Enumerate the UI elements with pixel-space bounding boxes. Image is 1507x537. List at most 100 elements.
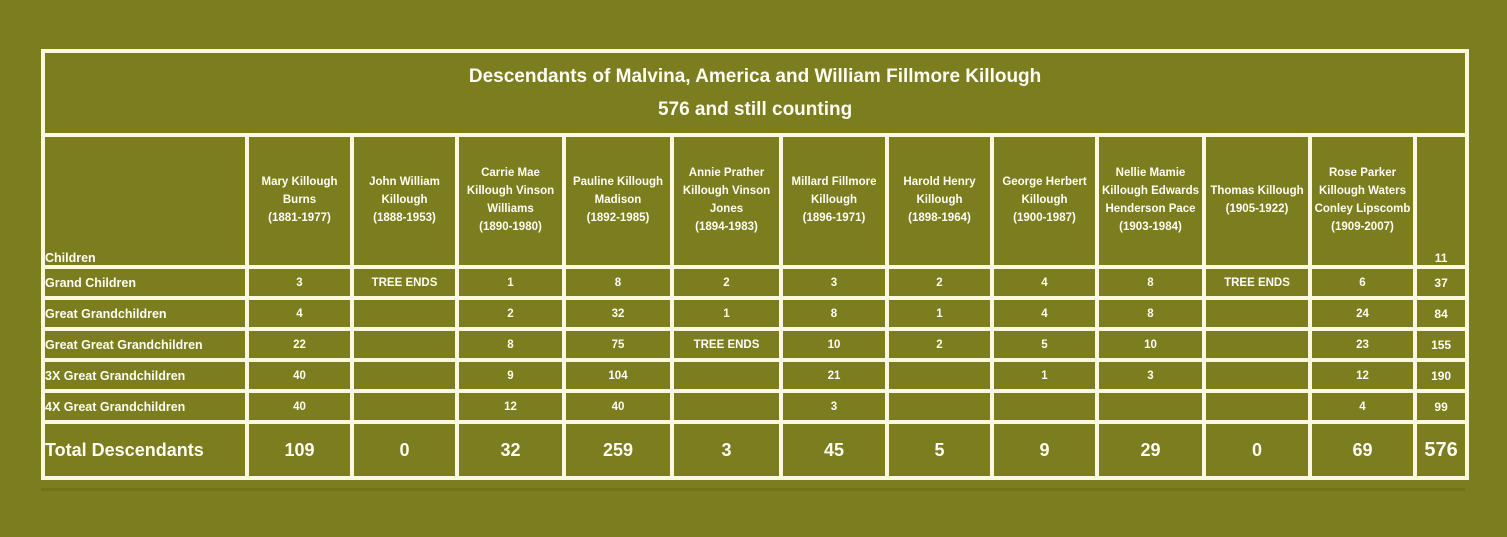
row-label: Great Grandchildren xyxy=(41,296,249,331)
person-name: Pauline Killough Madison xyxy=(572,176,664,207)
value-cell: 1 xyxy=(885,296,994,331)
total-row-label: Total Descendants xyxy=(41,420,249,480)
person-dates: (1894-1983) xyxy=(695,220,758,233)
value-cell xyxy=(1202,296,1312,331)
column-header-pauline: Pauline Killough Madison (1892-1985) xyxy=(562,133,674,269)
title-row: Descendants of Malvina, America and Will… xyxy=(40,49,1470,137)
value-cell: 3 xyxy=(779,389,889,424)
column-header-harold: Harold Henry Killough (1898-1964) xyxy=(885,133,994,269)
person-dates: (1909-2007) xyxy=(1331,220,1394,233)
value-cell: 6 xyxy=(1308,265,1417,300)
children-row-total: 11 xyxy=(1412,133,1470,269)
value-cell xyxy=(990,389,1099,424)
value-cell: 4 xyxy=(990,265,1099,300)
table-title-cell: Descendants of Malvina, America and Will… xyxy=(40,49,1470,137)
row-4x-great-grandchildren: 4X Great Grandchildren 40 12 40 3 4 99 xyxy=(41,389,1470,424)
person-name: Nellie Mamie Killough Edwards Henderson … xyxy=(1101,167,1200,215)
value-cell: 40 xyxy=(562,389,674,424)
value-cell: 3 xyxy=(245,265,354,300)
value-cell xyxy=(350,296,459,331)
person-dates: (1903-1984) xyxy=(1119,220,1182,233)
person-dates: (1896-1971) xyxy=(802,211,866,224)
value-cell: 21 xyxy=(779,358,889,393)
value-cell: 8 xyxy=(1095,265,1206,300)
row-total: 99 xyxy=(1412,389,1470,424)
value-cell xyxy=(1202,327,1312,362)
descendants-table: Descendants of Malvina, America and Will… xyxy=(40,49,1470,480)
person-dates: (1888-1953) xyxy=(373,211,436,224)
column-header-rose: Rose Parker Killough Waters Conley Lipsc… xyxy=(1308,133,1417,269)
total-value-cell: 45 xyxy=(779,420,889,480)
value-cell: TREE ENDS xyxy=(350,265,459,300)
value-cell: 4 xyxy=(1308,389,1417,424)
row-label: Great Great Grandchildren xyxy=(41,327,249,362)
value-cell: 23 xyxy=(1308,327,1417,362)
person-name: John William Killough xyxy=(369,176,440,207)
value-cell xyxy=(1202,389,1312,424)
header-row: Children Mary Killough Burns (1881-1977)… xyxy=(41,133,1470,269)
person-name: Thomas Killough xyxy=(1210,185,1304,198)
column-header-nellie: Nellie Mamie Killough Edwards Henderson … xyxy=(1095,133,1206,269)
row-3x-great-grandchildren: 3X Great Grandchildren 40 9 104 21 1 3 1… xyxy=(41,358,1470,393)
value-cell: 2 xyxy=(885,327,994,362)
table-title: Descendants of Malvina, America and Will… xyxy=(468,66,1042,87)
value-cell: 10 xyxy=(1095,327,1206,362)
total-value-cell: 3 xyxy=(670,420,783,480)
value-cell: 8 xyxy=(455,327,566,362)
value-cell: 2 xyxy=(885,265,994,300)
person-name: Rose Parker Killough Waters Conley Lipsc… xyxy=(1314,167,1411,215)
value-cell: 2 xyxy=(455,296,566,331)
value-cell xyxy=(885,358,994,393)
row-total-descendants: Total Descendants 109 0 32 259 3 45 5 9 … xyxy=(41,420,1470,480)
table-subtitle: 576 and still counting xyxy=(657,99,853,120)
total-value-cell: 29 xyxy=(1095,420,1206,480)
value-cell: 24 xyxy=(1308,296,1417,331)
person-name: Carrie Mae Killough Vinson Williams xyxy=(466,167,555,215)
person-dates: (1898-1964) xyxy=(908,211,971,224)
value-cell: 104 xyxy=(562,358,674,393)
value-cell: 22 xyxy=(245,327,354,362)
row-grand-children: Grand Children 3 TREE ENDS 1 8 2 3 2 4 8… xyxy=(41,265,1470,300)
column-header-george: George Herbert Killough (1900-1987) xyxy=(990,133,1099,269)
value-cell: 1 xyxy=(990,358,1099,393)
value-cell xyxy=(350,358,459,393)
value-cell: 8 xyxy=(1095,296,1206,331)
value-cell: 5 xyxy=(990,327,1099,362)
person-dates: (1892-1985) xyxy=(586,211,650,224)
total-value-cell: 259 xyxy=(562,420,674,480)
row-label: Grand Children xyxy=(41,265,249,300)
value-cell: 9 xyxy=(455,358,566,393)
value-cell xyxy=(885,389,994,424)
person-name: Millard Fillmore Killough xyxy=(791,176,877,207)
table-bottom-shadow xyxy=(41,488,1465,491)
column-header-mary: Mary Killough Burns (1881-1977) xyxy=(245,133,354,269)
total-value-cell: 5 xyxy=(885,420,994,480)
total-value-cell: 109 xyxy=(245,420,354,480)
column-header-carrie: Carrie Mae Killough Vinson Williams (189… xyxy=(455,133,566,269)
column-header-millard: Millard Fillmore Killough (1896-1971) xyxy=(779,133,889,269)
total-value-cell: 0 xyxy=(350,420,459,480)
person-dates: (1881-1977) xyxy=(268,211,331,224)
row-total: 190 xyxy=(1412,358,1470,393)
value-cell: 2 xyxy=(670,265,783,300)
value-cell: 8 xyxy=(562,265,674,300)
row-great-grandchildren: Great Grandchildren 4 2 32 1 8 1 4 8 24 … xyxy=(41,296,1470,331)
total-value-cell: 9 xyxy=(990,420,1099,480)
row-total: 37 xyxy=(1412,265,1470,300)
row-total: 84 xyxy=(1412,296,1470,331)
row-total: 155 xyxy=(1412,327,1470,362)
value-cell: 10 xyxy=(779,327,889,362)
person-dates: (1890-1980) xyxy=(479,220,542,233)
value-cell: 1 xyxy=(455,265,566,300)
value-cell: TREE ENDS xyxy=(1202,265,1312,300)
value-cell xyxy=(350,327,459,362)
column-header-john: John William Killough (1888-1953) xyxy=(350,133,459,269)
person-name: George Herbert Killough xyxy=(1002,176,1087,207)
value-cell xyxy=(1202,358,1312,393)
value-cell: 3 xyxy=(1095,358,1206,393)
person-dates: (1900-1987) xyxy=(1013,211,1076,224)
person-dates: (1905-1922) xyxy=(1225,203,1289,215)
total-value-cell: 0 xyxy=(1202,420,1312,480)
value-cell: TREE ENDS xyxy=(670,327,783,362)
